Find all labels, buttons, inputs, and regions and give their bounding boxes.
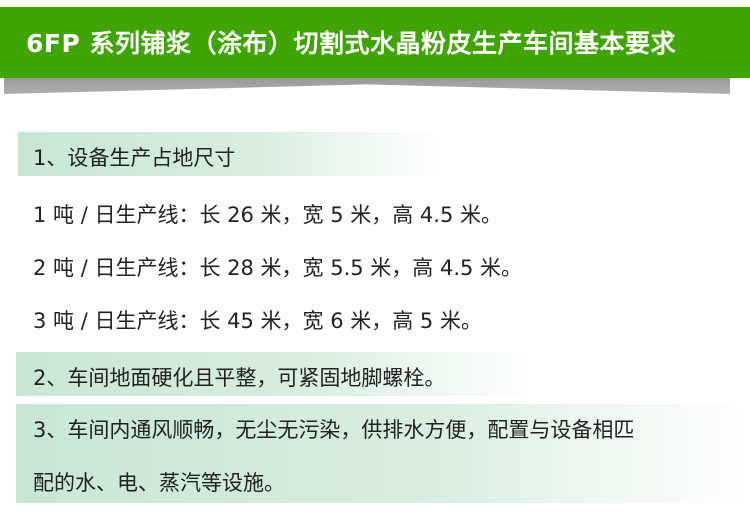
section-1-heading: 1、设备生产占地尺寸 bbox=[33, 146, 236, 170]
section-3-highlight bbox=[16, 404, 750, 503]
section-1-highlight bbox=[18, 132, 443, 176]
spec-line-2: 2 吨 / 日生产线：长 28 米，宽 5.5 米，高 4.5 米。 bbox=[33, 256, 523, 280]
section-2-heading: 2、车间地面硬化且平整，可紧固地脚螺栓。 bbox=[33, 366, 446, 390]
section-3-continuation: 配的水、电、蒸汽等设施。 bbox=[33, 471, 285, 495]
title-banner: 6FP 系列铺浆（涂布）切割式水晶粉皮生产车间基本要求 bbox=[0, 7, 750, 78]
page-title: 6FP 系列铺浆（涂布）切割式水晶粉皮生产车间基本要求 bbox=[26, 29, 677, 58]
spec-line-3: 3 吨 / 日生产线：长 45 米，宽 6 米，高 5 米。 bbox=[33, 309, 482, 333]
spec-line-1: 1 吨 / 日生产线：长 26 米，宽 5 米，高 4.5 米。 bbox=[33, 203, 502, 227]
section-2-highlight bbox=[16, 352, 536, 396]
section-3-heading: 3、车间内通风顺畅，无尘无污染，供排水方便，配置与设备相匹 bbox=[33, 418, 635, 442]
